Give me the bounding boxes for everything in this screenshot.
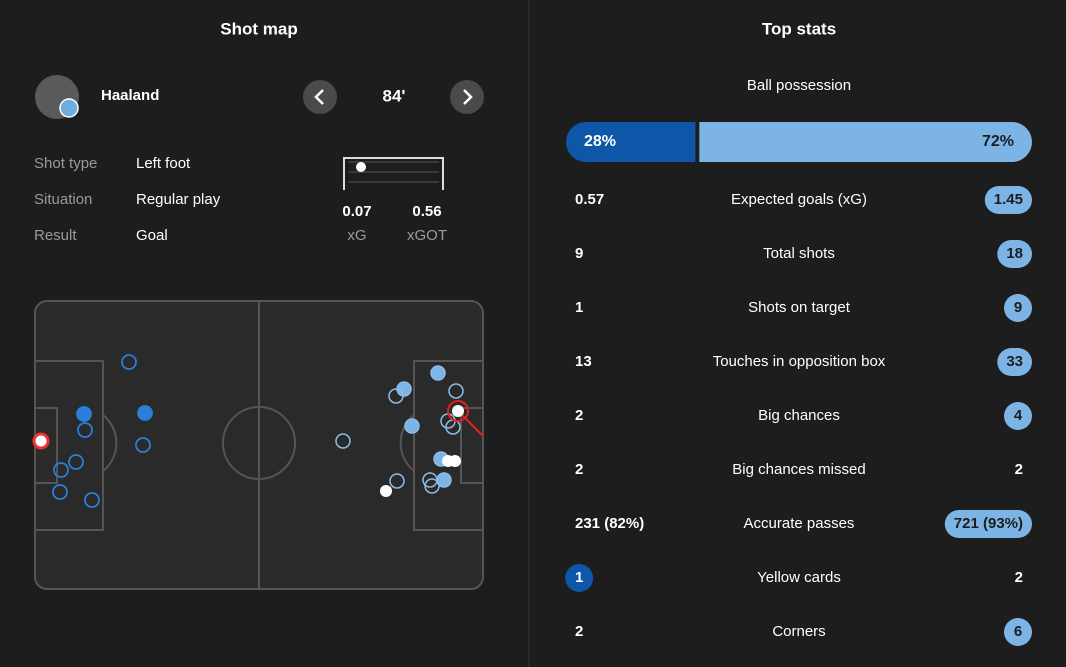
possession-bar	[566, 122, 696, 162]
next-shot-button[interactable]	[450, 80, 484, 114]
prev-icon	[314, 89, 324, 105]
detail-label: Situation	[34, 191, 92, 208]
goals	[32, 400, 484, 497]
stat-highlight	[984, 186, 1032, 214]
stat-highlight	[1004, 402, 1032, 430]
stat-away: 721 (93%)	[954, 515, 1023, 532]
stat-label: Yellow cards	[757, 569, 841, 586]
shots	[52, 354, 153, 508]
stat-home: 2	[575, 623, 583, 640]
stat-home: 0.57	[575, 191, 604, 208]
stat-away: 4	[1014, 407, 1023, 424]
xgot-value: 0.56	[412, 203, 441, 220]
stat-home: 2	[575, 407, 583, 424]
stat-away: 6	[1014, 623, 1022, 640]
stat-label: Big chances	[758, 407, 840, 424]
possession-bar	[699, 122, 1032, 162]
xg-label: xG	[347, 227, 366, 244]
panel-title: Top stats	[762, 19, 836, 38]
detail-value: Goal	[136, 227, 168, 244]
shot-details: Shot type Left foot Situation Regular play R…	[34, 155, 221, 244]
stat-highlight	[944, 510, 1032, 538]
stat-label: Accurate passes	[744, 515, 855, 532]
team-badge	[59, 98, 79, 118]
stat-highlight	[1004, 618, 1032, 646]
xgot-label: xGOT	[407, 227, 447, 244]
stat-home: 13	[575, 353, 592, 370]
stat-label: Total shots	[763, 245, 835, 262]
stat-home: 231 (82%)	[575, 515, 644, 532]
stat-label: Big chances missed	[732, 461, 865, 478]
detail-label: Result	[34, 227, 77, 244]
stat-away: 2	[1015, 569, 1023, 586]
pitch	[34, 300, 484, 590]
stat-label: Expected goals (xG)	[731, 191, 867, 208]
shot-minute: 84'	[383, 86, 406, 105]
stat-label: Corners	[772, 623, 825, 640]
stat-highlight	[997, 240, 1032, 268]
player-name[interactable]: Haaland	[101, 87, 159, 104]
xg-value: 0.07	[342, 203, 371, 220]
possession-label: 72%	[982, 133, 1014, 150]
stat-home: 1	[575, 569, 583, 586]
stat-away: 33	[1006, 353, 1023, 370]
stat-away: 2	[1015, 461, 1023, 478]
stat-highlight	[997, 348, 1032, 376]
next-icon	[463, 89, 473, 105]
detail-value: Regular play	[136, 191, 221, 208]
possession-label: 28%	[584, 133, 616, 150]
prev-shot-button[interactable]	[303, 80, 337, 114]
stat-label: Touches in opposition box	[713, 353, 886, 370]
stat-label: Shots on target	[748, 299, 851, 316]
stat-label: Ball possession	[747, 77, 851, 94]
stat-home: 1	[575, 299, 583, 316]
detail-value: Left foot	[136, 155, 191, 172]
top-stats: 28% 72% Expected goals (xG) 0.57 1.45 Total s…	[565, 122, 1032, 646]
stat-away: 1.45	[994, 191, 1023, 208]
stat-highlight	[565, 564, 594, 592]
stat-home: 2	[575, 461, 583, 478]
goal-frame	[343, 157, 444, 190]
panel-title: Shot map	[220, 19, 297, 38]
stat-highlight	[1004, 294, 1032, 322]
stat-home: 9	[575, 245, 583, 262]
detail-label: Shot type	[34, 155, 97, 172]
stat-away: 9	[1014, 299, 1022, 316]
stat-away: 18	[1006, 245, 1023, 262]
